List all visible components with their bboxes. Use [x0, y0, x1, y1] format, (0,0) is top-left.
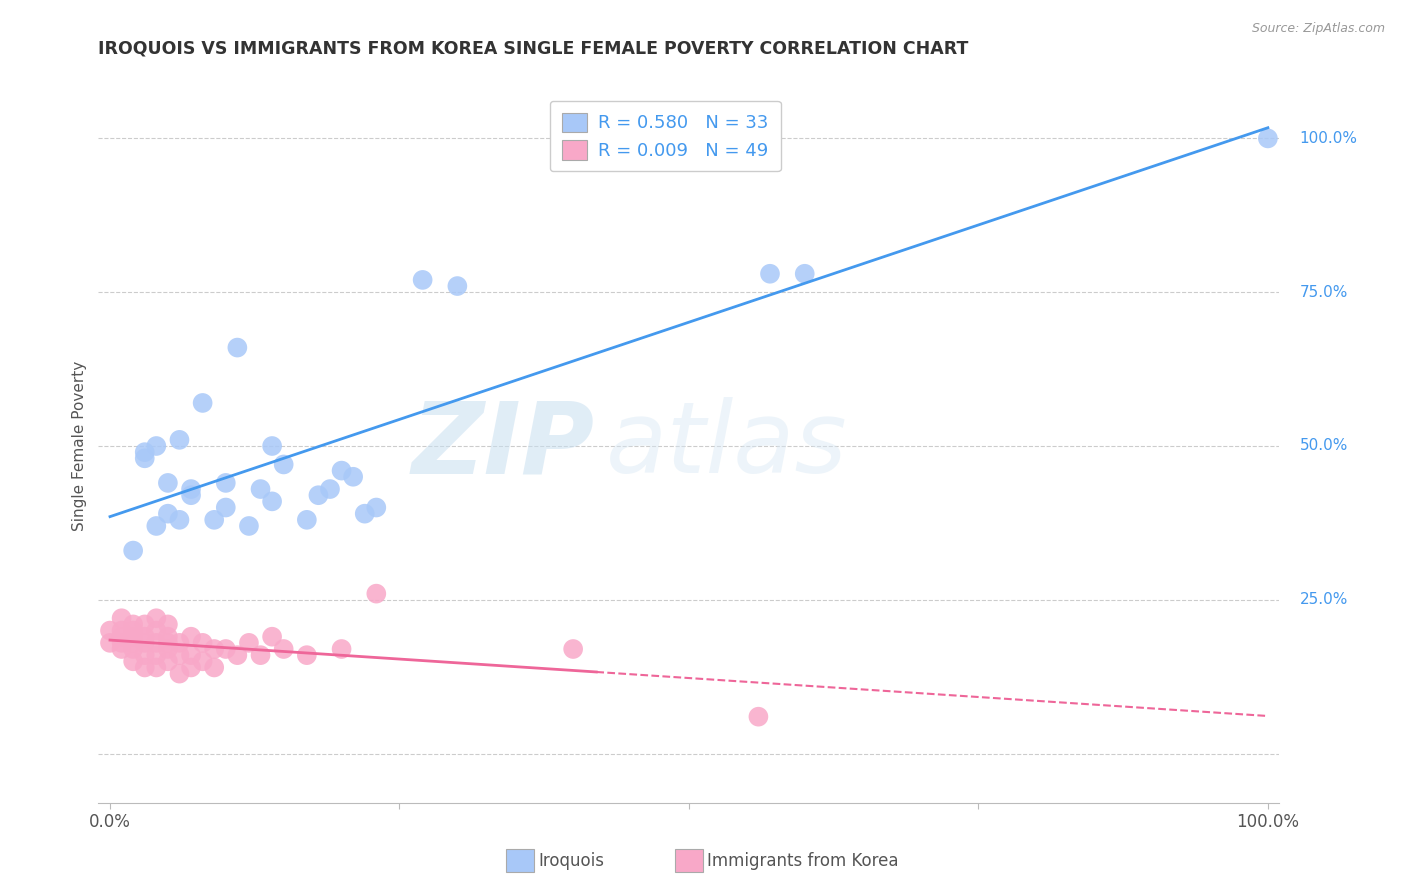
Point — [122, 617, 145, 632]
Point — [412, 273, 434, 287]
Point — [262, 630, 284, 644]
Text: 50.0%: 50.0% — [1299, 439, 1348, 453]
Point — [319, 482, 342, 496]
Point — [98, 624, 121, 638]
Point — [446, 279, 468, 293]
Point — [249, 648, 271, 662]
Point — [110, 611, 132, 625]
Point — [342, 469, 364, 483]
Point — [169, 433, 191, 447]
Point — [134, 451, 156, 466]
Point — [145, 439, 167, 453]
Point — [145, 624, 167, 638]
Point — [122, 630, 145, 644]
Point — [226, 648, 249, 662]
Point — [145, 636, 167, 650]
Point — [134, 648, 156, 662]
Point — [180, 482, 202, 496]
Text: IROQUOIS VS IMMIGRANTS FROM KOREA SINGLE FEMALE POVERTY CORRELATION CHART: IROQUOIS VS IMMIGRANTS FROM KOREA SINGLE… — [98, 40, 969, 58]
Point — [262, 439, 284, 453]
Point — [145, 611, 167, 625]
Point — [180, 648, 202, 662]
Point — [180, 660, 202, 674]
Point — [98, 636, 121, 650]
Point — [191, 636, 214, 650]
Point — [134, 630, 156, 644]
Text: 75.0%: 75.0% — [1299, 285, 1348, 300]
Point — [759, 267, 782, 281]
Point — [122, 642, 145, 657]
Point — [145, 519, 167, 533]
Point — [122, 624, 145, 638]
Y-axis label: Single Female Poverty: Single Female Poverty — [72, 361, 87, 531]
Point — [273, 458, 295, 472]
Text: ZIP: ZIP — [412, 398, 595, 494]
Point — [307, 488, 329, 502]
Point — [273, 642, 295, 657]
Point — [134, 445, 156, 459]
Point — [295, 513, 318, 527]
Point — [180, 488, 202, 502]
Point — [747, 709, 769, 723]
Text: 100.0%: 100.0% — [1299, 131, 1358, 146]
Point — [202, 642, 225, 657]
Text: Source: ZipAtlas.com: Source: ZipAtlas.com — [1251, 22, 1385, 36]
Point — [122, 543, 145, 558]
Point — [295, 648, 318, 662]
Point — [134, 660, 156, 674]
Point — [156, 507, 179, 521]
Point — [169, 666, 191, 681]
Point — [110, 636, 132, 650]
Point — [215, 500, 238, 515]
Point — [1257, 131, 1279, 145]
Point — [134, 636, 156, 650]
Point — [202, 660, 225, 674]
Point — [156, 636, 179, 650]
Text: Iroquois: Iroquois — [538, 852, 605, 870]
Point — [215, 642, 238, 657]
Point — [134, 617, 156, 632]
Point — [169, 648, 191, 662]
Point — [156, 654, 179, 668]
Point — [191, 396, 214, 410]
Point — [156, 475, 179, 490]
Point — [122, 636, 145, 650]
Point — [122, 654, 145, 668]
Point — [156, 630, 179, 644]
Text: 25.0%: 25.0% — [1299, 592, 1348, 607]
Point — [238, 636, 260, 650]
Point — [156, 642, 179, 657]
Point — [145, 660, 167, 674]
Point — [110, 624, 132, 638]
Point — [226, 341, 249, 355]
Text: atlas: atlas — [606, 398, 848, 494]
Point — [353, 507, 375, 521]
Point — [156, 617, 179, 632]
Point — [145, 648, 167, 662]
Point — [262, 494, 284, 508]
Point — [180, 630, 202, 644]
Point — [110, 630, 132, 644]
Point — [169, 636, 191, 650]
Point — [366, 587, 388, 601]
Point — [202, 513, 225, 527]
Text: Immigrants from Korea: Immigrants from Korea — [707, 852, 898, 870]
Point — [169, 513, 191, 527]
Point — [330, 464, 353, 478]
Legend: R = 0.580   N = 33, R = 0.009   N = 49: R = 0.580 N = 33, R = 0.009 N = 49 — [550, 101, 780, 171]
Point — [330, 642, 353, 657]
Point — [793, 267, 815, 281]
Point — [562, 642, 585, 657]
Point — [249, 482, 271, 496]
Point — [215, 475, 238, 490]
Point — [110, 642, 132, 657]
Point — [238, 519, 260, 533]
Point — [191, 654, 214, 668]
Point — [366, 500, 388, 515]
